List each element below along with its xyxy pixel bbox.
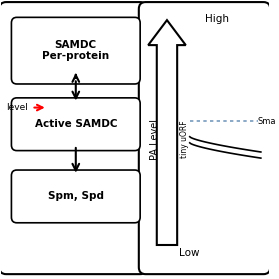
FancyBboxPatch shape — [11, 170, 140, 223]
Polygon shape — [148, 20, 186, 245]
Text: Low: Low — [179, 248, 199, 258]
Text: Spm, Spd: Spm, Spd — [48, 191, 104, 201]
Text: Active SAMDC: Active SAMDC — [35, 119, 117, 129]
FancyBboxPatch shape — [11, 98, 140, 151]
FancyBboxPatch shape — [0, 2, 147, 274]
Text: PA Level: PA Level — [150, 119, 160, 160]
Text: tiny uORF: tiny uORF — [180, 121, 189, 158]
Text: High: High — [205, 14, 229, 24]
Text: Sma: Sma — [258, 117, 276, 126]
FancyBboxPatch shape — [139, 2, 270, 274]
Text: SAMDC
Per-protein: SAMDC Per-protein — [42, 40, 109, 61]
FancyBboxPatch shape — [11, 17, 140, 84]
Text: level: level — [6, 103, 28, 112]
